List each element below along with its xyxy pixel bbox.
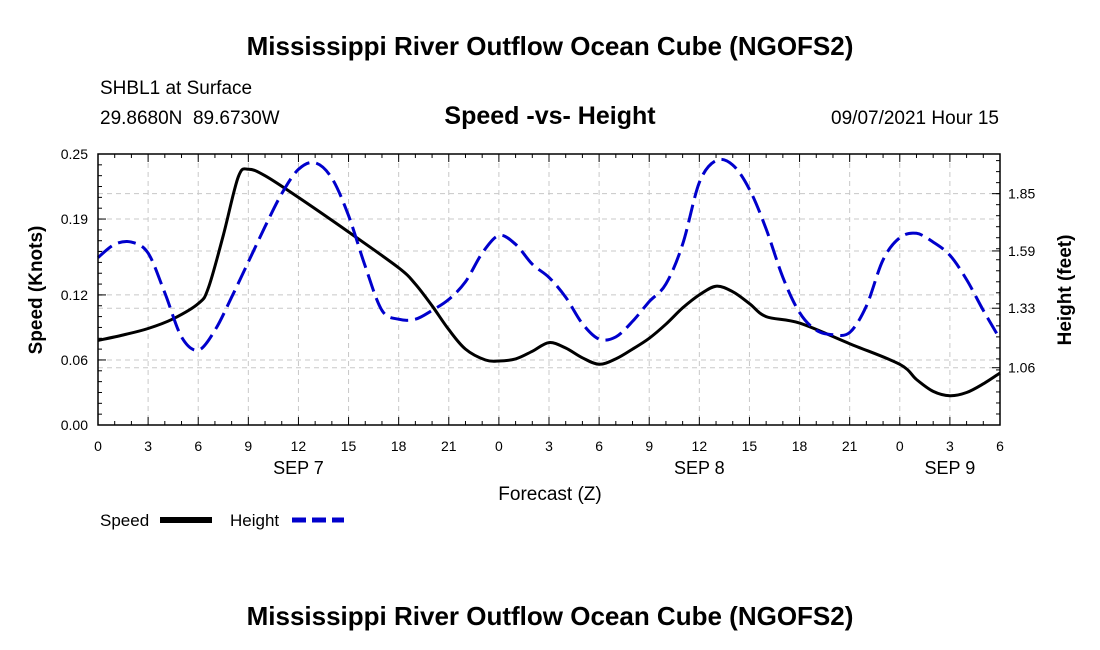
x-axis-title: Forecast (Z)	[498, 484, 601, 505]
y-left-tick-label: 0.06	[61, 352, 88, 368]
y-right-tick-label: 1.59	[1008, 243, 1035, 259]
x-tick-label: 6	[996, 438, 1004, 454]
y-right-tick-label: 1.06	[1008, 360, 1035, 376]
footer-title: Mississippi River Outflow Ocean Cube (NG…	[247, 601, 854, 631]
x-tick-label: 12	[291, 438, 307, 454]
y-right-tick-label: 1.85	[1008, 186, 1035, 202]
x-tick-label: 15	[742, 438, 758, 454]
legend: Speed Height	[100, 511, 344, 530]
x-tick-label: 6	[194, 438, 202, 454]
axis-ticks	[97, 153, 1001, 426]
y-axis-left-title: Speed (Knots)	[26, 226, 47, 355]
chart-main-title: Mississippi River Outflow Ocean Cube (NG…	[247, 31, 854, 61]
y-axis-right-title: Height (feet)	[1055, 235, 1076, 346]
x-tick-label: 6	[595, 438, 603, 454]
x-date-label: SEP 7	[273, 458, 324, 478]
chart-subtitle: Speed -vs- Height	[444, 102, 656, 130]
y-left-tick-label: 0.00	[61, 417, 88, 433]
y-right-tick-label: 1.33	[1008, 300, 1035, 316]
x-tick-label: 21	[842, 438, 858, 454]
series-line-height	[97, 157, 1002, 352]
station-coordinates: 29.8680N 89.6730W	[100, 108, 280, 129]
x-tick-label: 18	[391, 438, 407, 454]
x-tick-label: 3	[545, 438, 553, 454]
x-date-label: SEP 9	[925, 458, 976, 478]
x-tick-label: 12	[692, 438, 708, 454]
x-tick-label: 0	[94, 438, 102, 454]
series-line-speed	[97, 167, 1001, 398]
y-left-tick-label: 0.12	[61, 287, 88, 303]
axis-labels: 0 3 6 9 12 15 18 21 0 3 6 9 12 15 18 21 0 3 6 SEP 7 SEP 8 SEP…	[61, 146, 1036, 478]
x-tick-label: 3	[946, 438, 954, 454]
y-left-tick-label: 0.19	[61, 211, 88, 227]
x-tick-label: 9	[244, 438, 252, 454]
station-label: SHBL1 at Surface	[100, 78, 252, 99]
forecast-datetime: 09/07/2021 Hour 15	[831, 108, 999, 129]
y-left-tick-label: 0.25	[61, 146, 88, 162]
x-tick-label: 0	[896, 438, 904, 454]
x-tick-label: 15	[341, 438, 357, 454]
x-date-label: SEP 8	[674, 458, 725, 478]
grid-lines	[98, 154, 1000, 425]
x-tick-label: 18	[792, 438, 808, 454]
legend-label-speed: Speed	[100, 511, 149, 530]
x-tick-label: 0	[495, 438, 503, 454]
x-tick-label: 21	[441, 438, 457, 454]
x-tick-label: 3	[144, 438, 152, 454]
x-tick-label: 9	[645, 438, 653, 454]
legend-label-height: Height	[230, 511, 279, 530]
series-lines	[97, 157, 1002, 398]
